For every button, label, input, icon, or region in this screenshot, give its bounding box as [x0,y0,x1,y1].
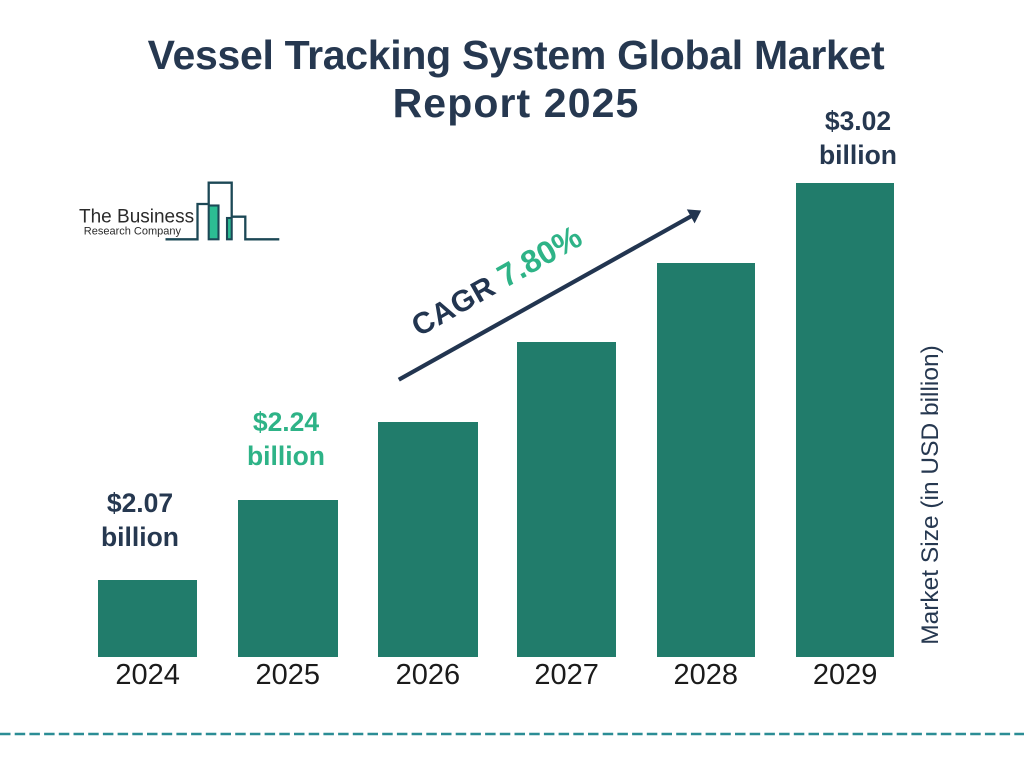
svg-text:The Business: The Business [79,207,194,228]
svg-text:Research Company: Research Company [84,226,182,238]
